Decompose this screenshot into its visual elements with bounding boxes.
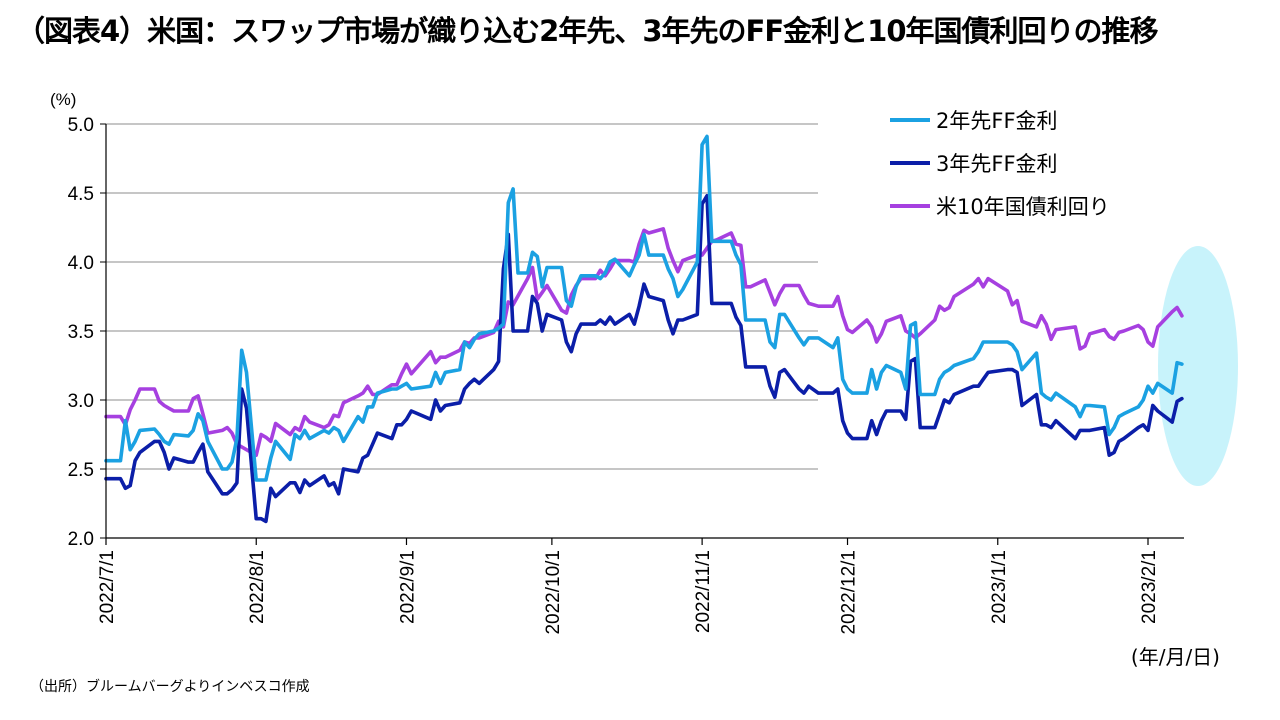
y-tick-label: 2.5 — [68, 460, 94, 481]
x-tick-label: 2022/7/1 — [97, 550, 118, 624]
legend-label: 2年先FF金利 — [936, 109, 1058, 133]
y-tick-label: 3.5 — [68, 322, 94, 343]
x-axis-unit-label: (年/月/日) — [1131, 645, 1220, 669]
series-line-1 — [104, 194, 1184, 524]
y-tick-label: 5.0 — [68, 115, 94, 136]
x-tick-label: 2023/2/1 — [1139, 550, 1160, 624]
series-lines — [104, 134, 1184, 524]
x-tick-label: 2022/8/1 — [247, 550, 268, 624]
y-tick-label: 2.0 — [68, 529, 94, 550]
y-tick-label: 4.5 — [68, 184, 94, 205]
chart-title: （図表4）米国：スワップ市場が織り込む2年先、3年先のFF金利と10年国債利回り… — [16, 14, 1159, 48]
highlight-ellipse — [1158, 246, 1238, 486]
y-tick-label: 3.0 — [68, 391, 94, 412]
x-tick-label: 2022/11/1 — [693, 550, 714, 633]
x-tick-label: 2022/10/1 — [543, 550, 564, 635]
y-tick-label: 4.0 — [68, 253, 94, 274]
source-note: （出所）ブルームバーグよりインベスコ作成 — [30, 679, 310, 695]
series-line-0 — [104, 134, 1184, 482]
legend-label: 3年先FF金利 — [936, 152, 1058, 176]
x-tick-label: 2023/1/1 — [989, 550, 1010, 624]
x-tick-label: 2022/12/1 — [839, 550, 860, 635]
x-tick-label: 2022/9/1 — [397, 550, 418, 624]
highlight-region — [1158, 246, 1238, 486]
legend-label: 米10年国債利回り — [936, 195, 1110, 219]
axes: 2.0 2.5 3.0 3.5 4.0 4.5 5.0 2022/7/1 2022/8/1 202… — [68, 115, 1184, 635]
series-line-2 — [104, 227, 1184, 457]
y-axis-unit-label: (%) — [50, 90, 76, 109]
